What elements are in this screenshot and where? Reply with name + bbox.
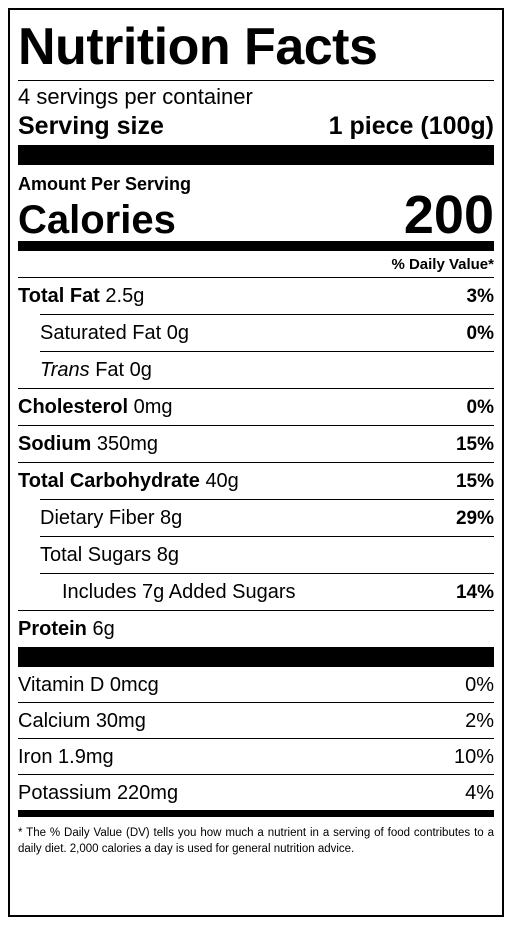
divider bbox=[18, 810, 494, 817]
nutrient-amount: 0g bbox=[166, 322, 189, 344]
vitamin-row: Vitamin D 0mcg 0% bbox=[18, 667, 494, 702]
vitamin-row: Calcium 30mg 2% bbox=[18, 702, 494, 738]
nutrition-label: Nutrition Facts 4 servings per container… bbox=[8, 8, 504, 917]
nutrient-dv: 15% bbox=[455, 471, 494, 492]
nutrient-amount: 8g bbox=[156, 544, 179, 566]
nutrient-amount: 6g bbox=[92, 618, 115, 640]
calories: Calories 200 bbox=[18, 185, 494, 245]
nutrient-amount: 0mg bbox=[133, 396, 173, 418]
nutrient-name: Includes 7g Added Sugars bbox=[62, 581, 296, 603]
vitamin-amount: 30mg bbox=[95, 710, 146, 732]
nutrient-row: Includes 7g Added Sugars 14% bbox=[40, 573, 494, 610]
nutrient-name: Fat bbox=[95, 359, 125, 381]
calories-label: Calories bbox=[18, 198, 176, 242]
nutrient-row: Saturated Fat 0g 0% bbox=[40, 314, 494, 351]
vitamin-dv: 2% bbox=[465, 710, 494, 732]
nutrient-name-italic: Trans bbox=[40, 359, 90, 381]
serving-size-value: 1 piece (100g) bbox=[328, 112, 494, 140]
nutrient-name: Saturated Fat bbox=[40, 322, 162, 344]
calories-value: 200 bbox=[403, 185, 494, 245]
vitamin-row: Iron 1.9mg 10% bbox=[18, 738, 494, 774]
title: Nutrition Facts bbox=[18, 10, 494, 81]
nutrient-dv: 0% bbox=[466, 397, 494, 418]
nutrient-amount: 350mg bbox=[96, 433, 159, 455]
nutrient-name: Dietary Fiber bbox=[40, 507, 155, 529]
nutrients: Total Fat 2.5g 3% Saturated Fat 0g 0% Tran… bbox=[18, 278, 494, 647]
vitamin-name: Potassium bbox=[18, 782, 112, 804]
nutrient-amount: 2.5g bbox=[105, 285, 145, 307]
amount-per-serving: Amount Per Serving bbox=[18, 174, 192, 194]
divider bbox=[18, 241, 494, 251]
nutrient-name: Total Fat bbox=[18, 285, 100, 307]
nutrient-name: Total Carbohydrate bbox=[18, 470, 200, 492]
vitamin-amount: 0mcg bbox=[109, 674, 159, 696]
nutrient-dv: 14% bbox=[455, 582, 494, 603]
nutrient-name: Protein bbox=[18, 618, 87, 640]
vitamin-name: Iron bbox=[18, 746, 53, 768]
nutrient-name: Total Sugars bbox=[40, 544, 152, 566]
nutrient-dv: 15% bbox=[455, 434, 494, 455]
nutrient-dv: 3% bbox=[466, 286, 494, 307]
nutrient-amount: 0g bbox=[129, 359, 152, 381]
nutrient-row: Cholesterol 0mg 0% bbox=[18, 388, 494, 425]
footnote: * The % Daily Value (DV) tells you how m… bbox=[18, 827, 494, 855]
nutrient-row: Total Fat 2.5g 3% bbox=[18, 278, 494, 314]
nutrient-name: Sodium bbox=[18, 433, 92, 455]
vitamin-amount: 1.9mg bbox=[58, 746, 114, 768]
divider bbox=[18, 647, 494, 667]
vitamin-name: Vitamin D bbox=[18, 674, 105, 696]
nutrient-row: Total Sugars 8g bbox=[40, 536, 494, 573]
divider bbox=[18, 145, 494, 165]
vitamin-name: Calcium bbox=[18, 710, 91, 732]
daily-value-header: % Daily Value* bbox=[18, 251, 494, 278]
vitamins: Vitamin D 0mcg 0% Calcium 30mg 2% Iron 1.9… bbox=[18, 667, 494, 810]
vitamin-dv: 10% bbox=[453, 746, 494, 768]
nutrient-name: Cholesterol bbox=[18, 396, 129, 418]
nutrient-row: Total Carbohydrate 40g 15% bbox=[18, 462, 494, 499]
vitamin-row: Potassium 220mg 4% bbox=[18, 774, 494, 810]
serving-size-label: Serving size bbox=[18, 112, 164, 140]
vitamin-amount: 220mg bbox=[116, 782, 179, 804]
nutrient-row: Trans Fat 0g bbox=[40, 351, 494, 388]
nutrient-row: Dietary Fiber 8g 29% bbox=[40, 499, 494, 536]
vitamin-dv: 0% bbox=[465, 674, 494, 696]
serving-size: Serving size 1 piece (100g) bbox=[18, 111, 494, 141]
nutrient-dv: 29% bbox=[455, 508, 494, 529]
servings: 4 servings per container bbox=[18, 84, 253, 109]
nutrient-amount: 8g bbox=[160, 507, 183, 529]
vitamin-dv: 4% bbox=[465, 782, 494, 804]
nutrient-amount: 40g bbox=[205, 470, 239, 492]
nutrient-row: Protein 6g bbox=[18, 610, 494, 647]
nutrient-dv: 0% bbox=[466, 323, 494, 344]
nutrient-row: Sodium 350mg 15% bbox=[18, 425, 494, 462]
